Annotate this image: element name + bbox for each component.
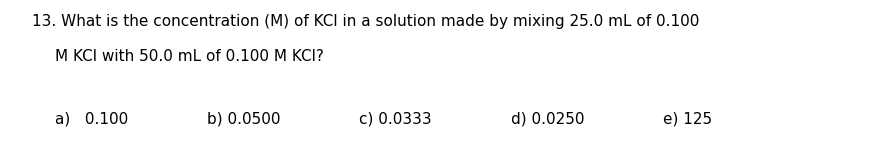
Text: c) 0.0333: c) 0.0333: [359, 112, 431, 127]
Text: 13. What is the concentration (M) of KCl in a solution made by mixing 25.0 mL of: 13. What is the concentration (M) of KCl…: [32, 14, 700, 29]
Text: d) 0.0250: d) 0.0250: [511, 112, 584, 127]
Text: e) 125: e) 125: [663, 112, 712, 127]
Text: b) 0.0500: b) 0.0500: [207, 112, 281, 127]
Text: a)   0.100: a) 0.100: [55, 112, 128, 127]
Text: M KCl with 50.0 mL of 0.100 M KCl?: M KCl with 50.0 mL of 0.100 M KCl?: [55, 49, 324, 64]
